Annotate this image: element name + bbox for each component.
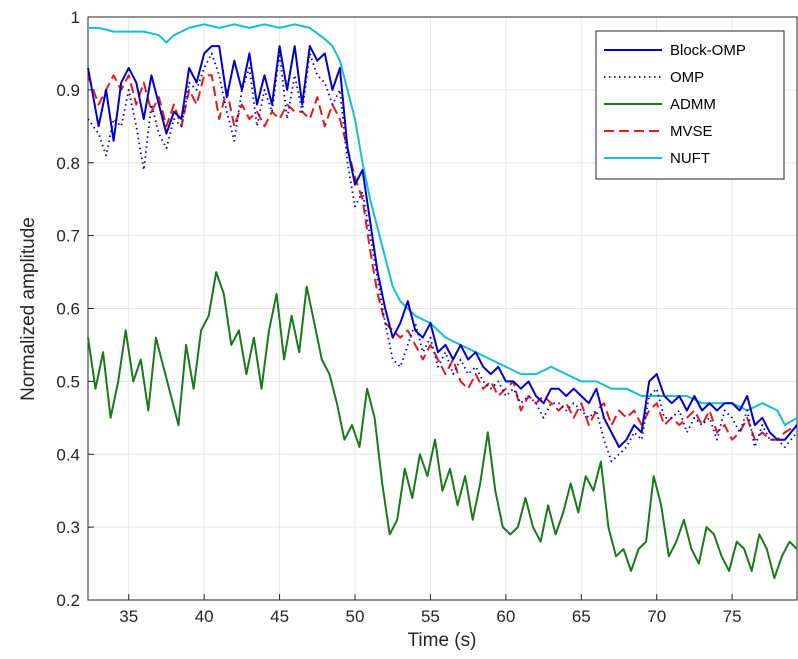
x-tick-labels: 35 40 45 50 55 60 65 70 75 bbox=[119, 607, 741, 626]
series-line-nuft bbox=[88, 23, 798, 427]
y-axis-label: Normalized amplitude bbox=[18, 217, 39, 401]
legend-label: OMP bbox=[670, 69, 704, 86]
axis-ticks bbox=[88, 16, 733, 601]
x-tick-label: 35 bbox=[119, 607, 138, 626]
y-tick-label: 0.7 bbox=[56, 227, 80, 246]
y-tick-label: 0.5 bbox=[56, 372, 80, 391]
x-tick-label: 50 bbox=[346, 607, 365, 626]
y-tick-label: 1 bbox=[71, 8, 80, 27]
y-tick-label: 0.3 bbox=[56, 518, 80, 537]
series-line-admm bbox=[87, 271, 798, 580]
x-tick-label: 70 bbox=[647, 607, 666, 626]
series-line-mvse bbox=[87, 74, 798, 441]
legend-box bbox=[595, 30, 785, 180]
legend-label: ADMM bbox=[670, 96, 716, 113]
x-tick-label: 40 bbox=[195, 607, 214, 626]
series-line-block-omp bbox=[87, 45, 798, 448]
x-tick-label: 65 bbox=[572, 607, 591, 626]
y-tick-label: 0.2 bbox=[56, 591, 80, 610]
y-tick-label: 0.6 bbox=[56, 300, 80, 319]
series-lines bbox=[87, 23, 798, 580]
legend: Block-OMP OMP ADMM MVSE NUFT bbox=[595, 30, 785, 180]
legend-label: Block-OMP bbox=[670, 42, 746, 59]
legend-label: NUFT bbox=[670, 150, 710, 167]
y-tick-label: 0.8 bbox=[56, 154, 80, 173]
x-tick-label: 45 bbox=[270, 607, 289, 626]
x-tick-label: 55 bbox=[421, 607, 440, 626]
legend-label: MVSE bbox=[670, 123, 713, 140]
y-tick-label: 0.4 bbox=[56, 445, 80, 464]
y-tick-label: 0.9 bbox=[56, 81, 80, 100]
x-tick-label: 60 bbox=[496, 607, 515, 626]
x-tick-label: 75 bbox=[723, 607, 742, 626]
y-tick-labels: 0.2 0.3 0.4 0.5 0.6 0.7 0.8 0.9 1 bbox=[56, 8, 80, 610]
x-axis-label: Time (s) bbox=[408, 630, 477, 651]
